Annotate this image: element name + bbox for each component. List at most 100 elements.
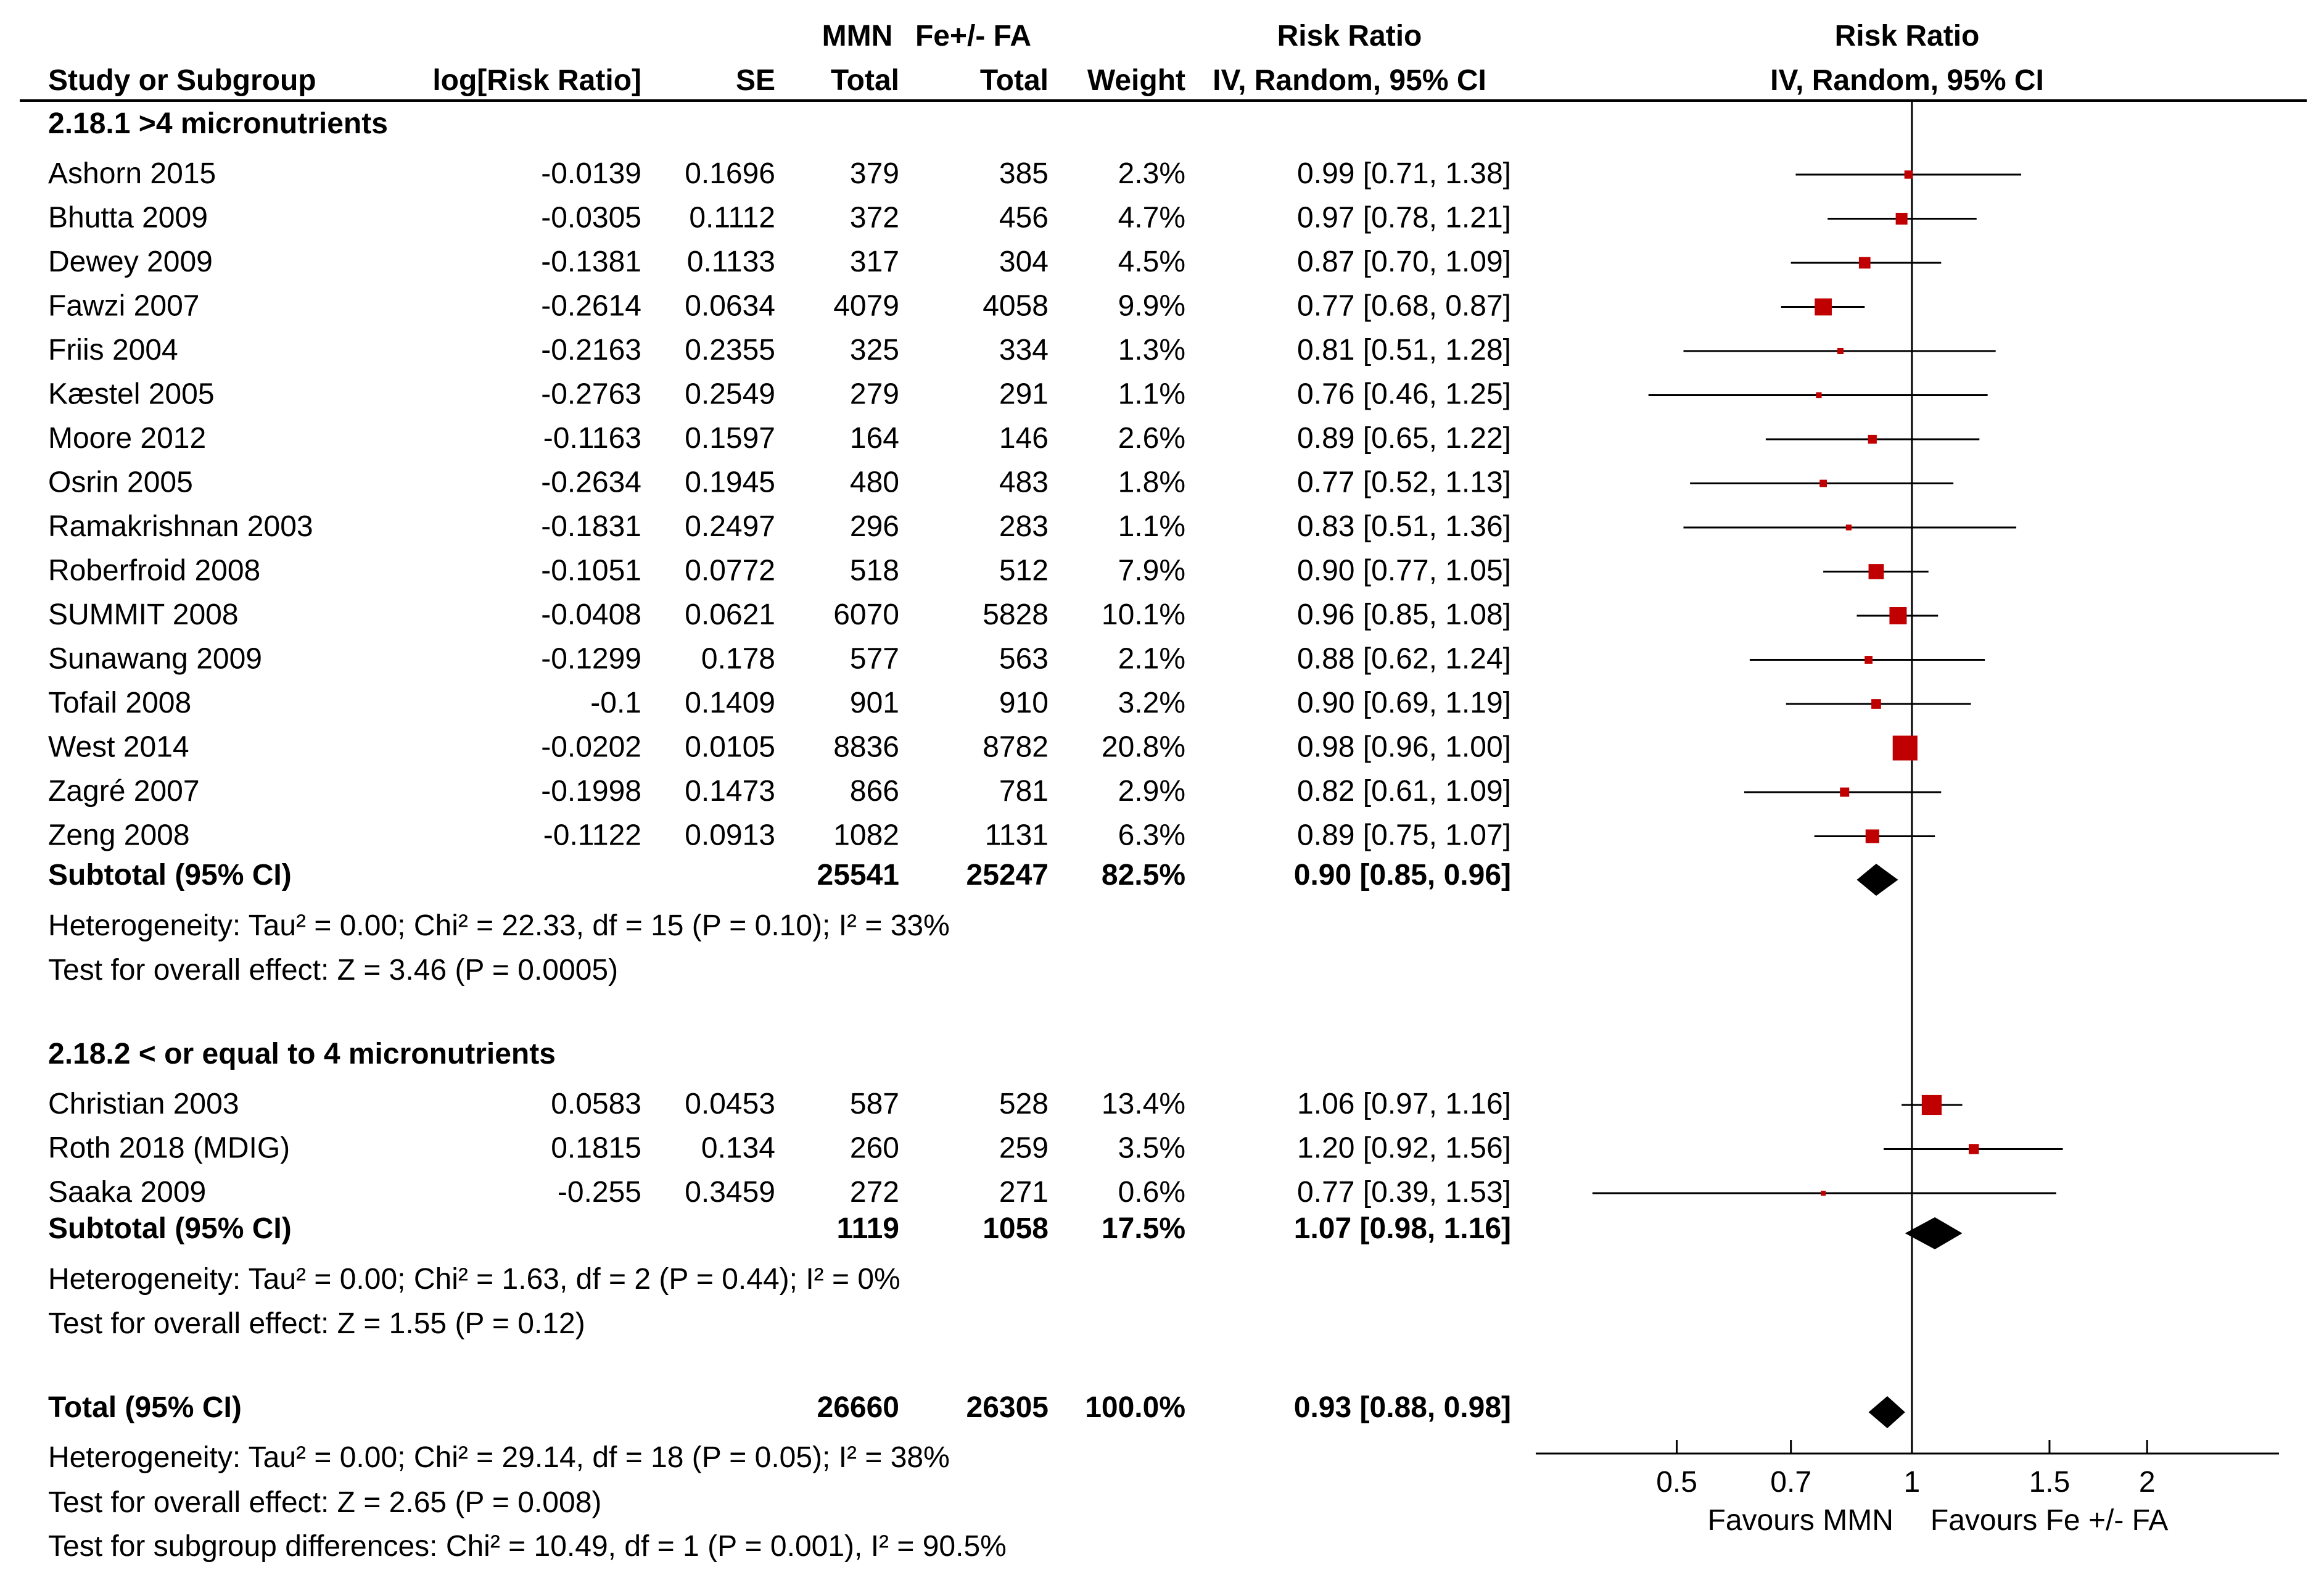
study-logrr: -0.0408	[541, 598, 641, 631]
col-ci: IV, Random, 95% CI	[1213, 64, 1486, 97]
study-weight: 13.4%	[1102, 1088, 1185, 1120]
study-total-mmn: 6070	[833, 598, 899, 631]
study-logrr: -0.2163	[541, 334, 641, 366]
subtotal-label: Subtotal (95% CI)	[48, 1212, 292, 1245]
study-point-estimate	[1840, 787, 1850, 797]
subgroup-title: 2.18.2 < or equal to 4 micronutrients	[48, 1038, 556, 1070]
total-weight: 100.0%	[1085, 1391, 1185, 1424]
study-name: Zeng 2008	[48, 819, 190, 852]
study-point-estimate	[1921, 1094, 1942, 1115]
study-name: West 2014	[48, 731, 189, 764]
study-weight: 1.3%	[1118, 334, 1185, 366]
study-weight: 1.1%	[1118, 378, 1185, 411]
overall-effect-text: Test for overall effect: Z = 3.46 (P = 0…	[48, 954, 618, 986]
study-ci: 0.77 [0.39, 1.53]	[1297, 1176, 1511, 1209]
study-se: 0.178	[701, 643, 775, 676]
study-total-fe: 283	[999, 510, 1049, 543]
study-point-estimate	[1892, 735, 1918, 761]
study-point-estimate	[1895, 212, 1908, 225]
study-name: Dewey 2009	[48, 246, 213, 278]
subtotal-total-mmn: 25541	[817, 859, 899, 891]
study-total-mmn: 279	[850, 378, 899, 411]
plot-method: IV, Random, 95% CI	[1770, 64, 2044, 97]
study-weight: 0.6%	[1118, 1176, 1185, 1209]
study-name: Bhutta 2009	[48, 202, 208, 234]
footer-subgroup-differences: Test for subgroup differences: Chi² = 10…	[48, 1530, 1007, 1563]
study-total-fe: 5828	[983, 598, 1049, 631]
footer-heterogeneity: Heterogeneity: Tau² = 0.00; Chi² = 29.14…	[48, 1441, 950, 1474]
study-name: Roberfroid 2008	[48, 555, 260, 587]
study-total-mmn: 577	[850, 643, 899, 676]
x-tick-label: 1.5	[2029, 1466, 2071, 1499]
col-logrr: log[Risk Ratio]	[432, 64, 641, 97]
study-ci: 0.87 [0.70, 1.09]	[1297, 246, 1511, 278]
rr-column-title: Risk Ratio	[1277, 20, 1422, 52]
study-total-mmn: 325	[850, 334, 899, 366]
study-name: Friis 2004	[48, 334, 178, 366]
study-total-mmn: 296	[850, 510, 899, 543]
col-total2: Total	[980, 64, 1049, 97]
study-logrr: -0.1	[590, 687, 641, 719]
plot-marks	[1592, 170, 2063, 1428]
study-weight: 9.9%	[1118, 290, 1185, 323]
study-total-mmn: 4079	[833, 290, 899, 323]
study-total-fe: 781	[999, 775, 1049, 808]
study-total-fe: 910	[999, 687, 1049, 719]
study-weight: 2.9%	[1118, 775, 1185, 808]
study-name: Ramakrishnan 2003	[48, 510, 313, 543]
study-ci: 0.90 [0.77, 1.05]	[1297, 555, 1511, 587]
study-weight: 3.2%	[1118, 687, 1185, 719]
subtotal-diamond	[1905, 1217, 1963, 1249]
study-name: Zagré 2007	[48, 775, 200, 808]
total-total-fe: 26305	[966, 1391, 1049, 1424]
total-label: Total (95% CI)	[48, 1391, 242, 1424]
study-name: Tofail 2008	[48, 687, 191, 719]
study-total-fe: 271	[999, 1176, 1049, 1209]
study-point-estimate	[1868, 564, 1884, 579]
study-ci: 0.83 [0.51, 1.36]	[1297, 510, 1511, 543]
study-total-fe: 512	[999, 555, 1049, 587]
study-total-mmn: 8836	[833, 731, 899, 764]
study-se: 0.1409	[685, 687, 775, 719]
study-point-estimate	[1968, 1144, 1979, 1154]
study-point-estimate	[1821, 1191, 1826, 1196]
study-weight: 3.5%	[1118, 1132, 1185, 1165]
group1-label: MMN	[822, 20, 893, 52]
study-name: SUMMIT 2008	[48, 598, 239, 631]
study-point-estimate	[1815, 298, 1832, 316]
study-point-estimate	[1845, 524, 1852, 531]
study-se: 0.1597	[685, 422, 775, 455]
study-logrr: -0.0305	[541, 202, 641, 234]
study-total-mmn: 260	[850, 1132, 899, 1165]
group2-label: Fe+/- FA	[915, 20, 1031, 52]
subtotal-total-mmn: 1119	[837, 1212, 899, 1245]
study-weight: 4.5%	[1118, 246, 1185, 278]
col-weight: Weight	[1087, 64, 1185, 97]
study-ci: 0.98 [0.96, 1.00]	[1297, 731, 1511, 764]
study-point-estimate	[1904, 170, 1913, 179]
study-se: 0.1473	[685, 775, 775, 808]
study-total-fe: 563	[999, 643, 1049, 676]
study-se: 0.1696	[685, 157, 775, 190]
study-total-mmn: 164	[850, 422, 899, 455]
study-logrr: -0.1051	[541, 555, 641, 587]
study-point-estimate	[1865, 829, 1879, 843]
study-logrr: -0.2634	[541, 466, 641, 499]
study-total-mmn: 379	[850, 157, 899, 190]
study-se: 0.2549	[685, 378, 775, 411]
plot-title: Risk Ratio	[1835, 20, 1980, 52]
study-total-fe: 528	[999, 1088, 1049, 1120]
heterogeneity-text: Heterogeneity: Tau² = 0.00; Chi² = 22.33…	[48, 909, 950, 942]
study-total-mmn: 372	[850, 202, 899, 234]
study-logrr: -0.1381	[541, 246, 641, 278]
study-logrr: 0.1815	[551, 1132, 641, 1165]
study-logrr: -0.0139	[541, 157, 641, 190]
study-total-fe: 4058	[983, 290, 1049, 323]
study-ci: 0.77 [0.52, 1.13]	[1297, 466, 1511, 499]
study-weight: 10.1%	[1102, 598, 1185, 631]
study-se: 0.3459	[685, 1176, 775, 1209]
study-point-estimate	[1865, 656, 1873, 664]
study-weight: 1.1%	[1118, 510, 1185, 543]
study-se: 0.1133	[687, 246, 775, 278]
study-se: 0.0913	[685, 819, 775, 852]
